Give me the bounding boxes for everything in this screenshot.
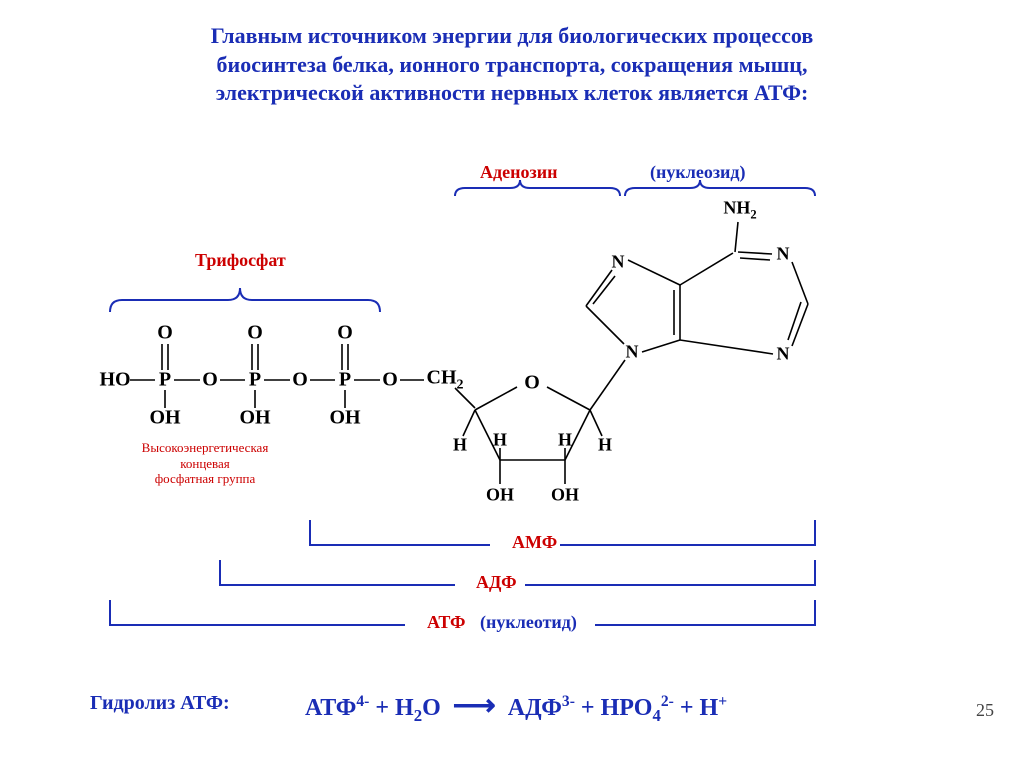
structure-svg	[0, 0, 1024, 768]
